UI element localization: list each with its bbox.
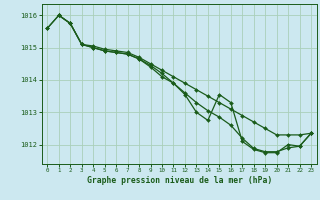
X-axis label: Graphe pression niveau de la mer (hPa): Graphe pression niveau de la mer (hPa) bbox=[87, 176, 272, 185]
